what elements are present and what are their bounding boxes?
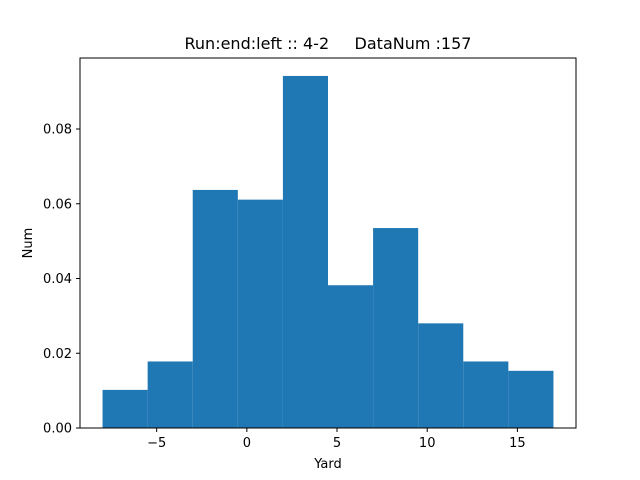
histogram-bar <box>192 189 238 428</box>
y-tick-label: 0.06 <box>43 197 72 212</box>
chart-title: Run:end:left :: 4-2 DataNum :157 <box>185 34 472 53</box>
x-tick-label: 0 <box>243 436 251 451</box>
histogram-bar <box>373 228 419 428</box>
x-tick-label: 10 <box>419 436 436 451</box>
histogram-bar <box>508 370 554 428</box>
plot-area-frame <box>79 57 577 429</box>
histogram-bar <box>418 323 464 428</box>
x-tick-label: 5 <box>333 436 341 451</box>
x-tick-label: 15 <box>509 436 526 451</box>
y-tick-label: 0.08 <box>43 123 72 138</box>
histogram-bar <box>328 285 374 428</box>
histogram-bar <box>147 361 193 428</box>
histogram-bar <box>282 75 328 428</box>
x-ticks-group: −5 0 5 10 15 <box>147 428 526 451</box>
x-tick-label: −5 <box>147 436 166 451</box>
x-axis-label: Yard <box>313 457 342 472</box>
histogram-bar <box>237 199 283 428</box>
bars-group <box>102 75 554 428</box>
y-tick-label: 0.02 <box>43 347 72 362</box>
y-tick-label: 0.00 <box>43 422 72 437</box>
y-axis-label: Num <box>21 228 36 259</box>
histogram-bar <box>102 389 148 428</box>
y-tick-label: 0.04 <box>43 272 72 287</box>
histogram-bar <box>463 361 509 428</box>
y-ticks-group: 0.00 0.02 0.04 0.06 0.08 <box>43 123 80 437</box>
